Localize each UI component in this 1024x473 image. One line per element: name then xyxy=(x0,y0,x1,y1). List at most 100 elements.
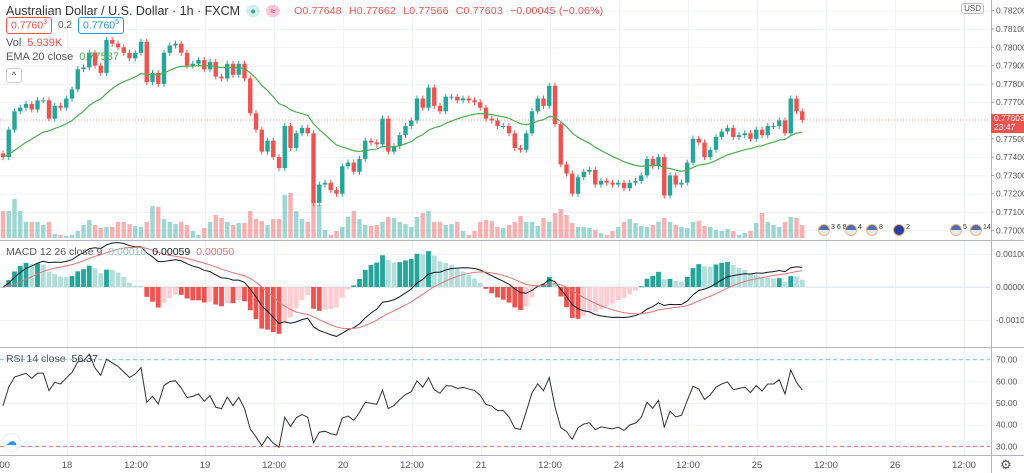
candle-body xyxy=(662,157,667,196)
sell-button[interactable]: 0.77603 xyxy=(6,17,53,34)
volume-bar xyxy=(282,194,287,238)
volume-bar xyxy=(110,226,115,238)
macd-histogram-bar xyxy=(213,287,219,305)
candle xyxy=(593,166,598,188)
volume-bar xyxy=(35,221,40,238)
candle xyxy=(317,181,322,206)
buy-button[interactable]: 0.77605 xyxy=(77,17,124,34)
macd-histogram-bar xyxy=(794,276,799,287)
candle xyxy=(110,36,115,47)
volume-bar xyxy=(673,224,678,238)
symbol-title[interactable]: Australian Dollar / U.S. Dollar · 1h · F… xyxy=(6,4,241,18)
candle-body xyxy=(87,52,92,68)
rsi-axis-label: 40.00 xyxy=(996,420,1018,430)
candle xyxy=(604,177,609,186)
candle-body xyxy=(742,133,747,136)
macd-histogram-bar xyxy=(679,281,684,287)
candle xyxy=(639,172,644,184)
candle xyxy=(127,49,132,62)
volume-bar xyxy=(357,219,362,238)
macd-histogram-bar xyxy=(138,285,144,287)
macd-histogram-bar xyxy=(121,277,127,287)
volume-bar xyxy=(575,226,581,238)
macd-histogram-bar xyxy=(265,287,270,330)
candle-body xyxy=(236,63,241,75)
volume-bar xyxy=(52,234,57,238)
macd-histogram-bar xyxy=(322,287,328,310)
gear-icon[interactable]: ⚙ xyxy=(1000,457,1012,472)
candle-body xyxy=(616,182,621,185)
volume-bar xyxy=(391,218,397,238)
macd-histogram-bar xyxy=(52,273,58,287)
macd-histogram-bar xyxy=(638,286,644,288)
economic-event-marker[interactable]: 14 xyxy=(970,224,991,238)
volume-bar xyxy=(150,206,155,238)
macd-histogram-bar xyxy=(604,287,610,307)
volume-bar xyxy=(587,228,592,238)
macd-legend[interactable]: MACD 12 26 close 9 0.00010 0.00059 0.000… xyxy=(6,246,234,258)
candle xyxy=(489,115,494,124)
macd-histogram-bar xyxy=(454,268,460,287)
candle-body xyxy=(667,175,673,196)
volume-bar xyxy=(650,224,655,238)
volume-bar xyxy=(225,221,230,238)
volume-bar xyxy=(633,223,638,238)
candle xyxy=(230,60,236,78)
macd-histogram-bar xyxy=(592,287,598,312)
economic-event-marker[interactable]: 2 xyxy=(893,224,910,238)
candle xyxy=(754,126,759,142)
macd-histogram-bar xyxy=(219,287,224,307)
candle xyxy=(288,122,293,151)
candle xyxy=(771,122,776,129)
candle xyxy=(87,49,92,71)
candle-body xyxy=(202,60,207,70)
candle xyxy=(64,95,69,111)
candle-body xyxy=(305,127,310,134)
collapse-legend-button[interactable]: ^ xyxy=(6,68,22,83)
candle xyxy=(420,95,425,111)
macd-histogram-bar xyxy=(144,287,150,297)
volume-bar xyxy=(736,234,742,238)
volume-bar xyxy=(179,221,184,238)
macd-histogram-bar xyxy=(224,287,230,303)
ema-legend[interactable]: EMA 20 close 0.77537 xyxy=(6,51,119,63)
candle-body xyxy=(552,85,558,125)
candle xyxy=(311,130,316,206)
candle xyxy=(69,86,75,102)
candle-body xyxy=(403,125,408,136)
candle xyxy=(397,132,402,150)
candle xyxy=(512,130,517,151)
buy-price: 0.7760 xyxy=(82,19,116,32)
volume-legend[interactable]: Vol 5.939K xyxy=(6,37,62,49)
candle-body xyxy=(754,129,759,139)
currency-button[interactable]: USD xyxy=(961,3,984,14)
economic-event-marker[interactable]: 5 xyxy=(950,224,967,238)
candle-body xyxy=(679,182,684,185)
economic-event-marker[interactable]: 8 xyxy=(866,224,883,238)
candle-body xyxy=(374,142,379,145)
rsi-legend[interactable]: RSI 14 close 56.37 xyxy=(6,353,98,365)
candle xyxy=(81,64,86,73)
candle xyxy=(725,124,730,135)
au-flag-icon xyxy=(893,224,905,236)
tradingview-logo-icon[interactable]: ☁ xyxy=(3,434,20,451)
volume-bar xyxy=(230,224,236,238)
candle-body xyxy=(604,180,609,183)
price-axis-label: 0.77300 xyxy=(996,170,1024,180)
volume-bar xyxy=(340,226,345,238)
price-axis-label: 0.78200 xyxy=(996,6,1024,16)
macd-histogram-bar xyxy=(35,263,40,287)
candle-body xyxy=(426,87,431,108)
volume-bar xyxy=(363,224,368,238)
macd-histogram-bar xyxy=(339,287,345,298)
candle xyxy=(409,117,414,129)
candle-body xyxy=(127,52,132,59)
candle-body xyxy=(121,47,126,53)
economic-event-marker[interactable]: 4 xyxy=(845,224,862,238)
us-flag-icon xyxy=(866,224,878,236)
candle-body xyxy=(133,52,138,59)
volume-bar xyxy=(788,216,793,238)
candle xyxy=(627,179,632,192)
economic-event-marker[interactable]: 3 6 8 xyxy=(818,224,847,238)
